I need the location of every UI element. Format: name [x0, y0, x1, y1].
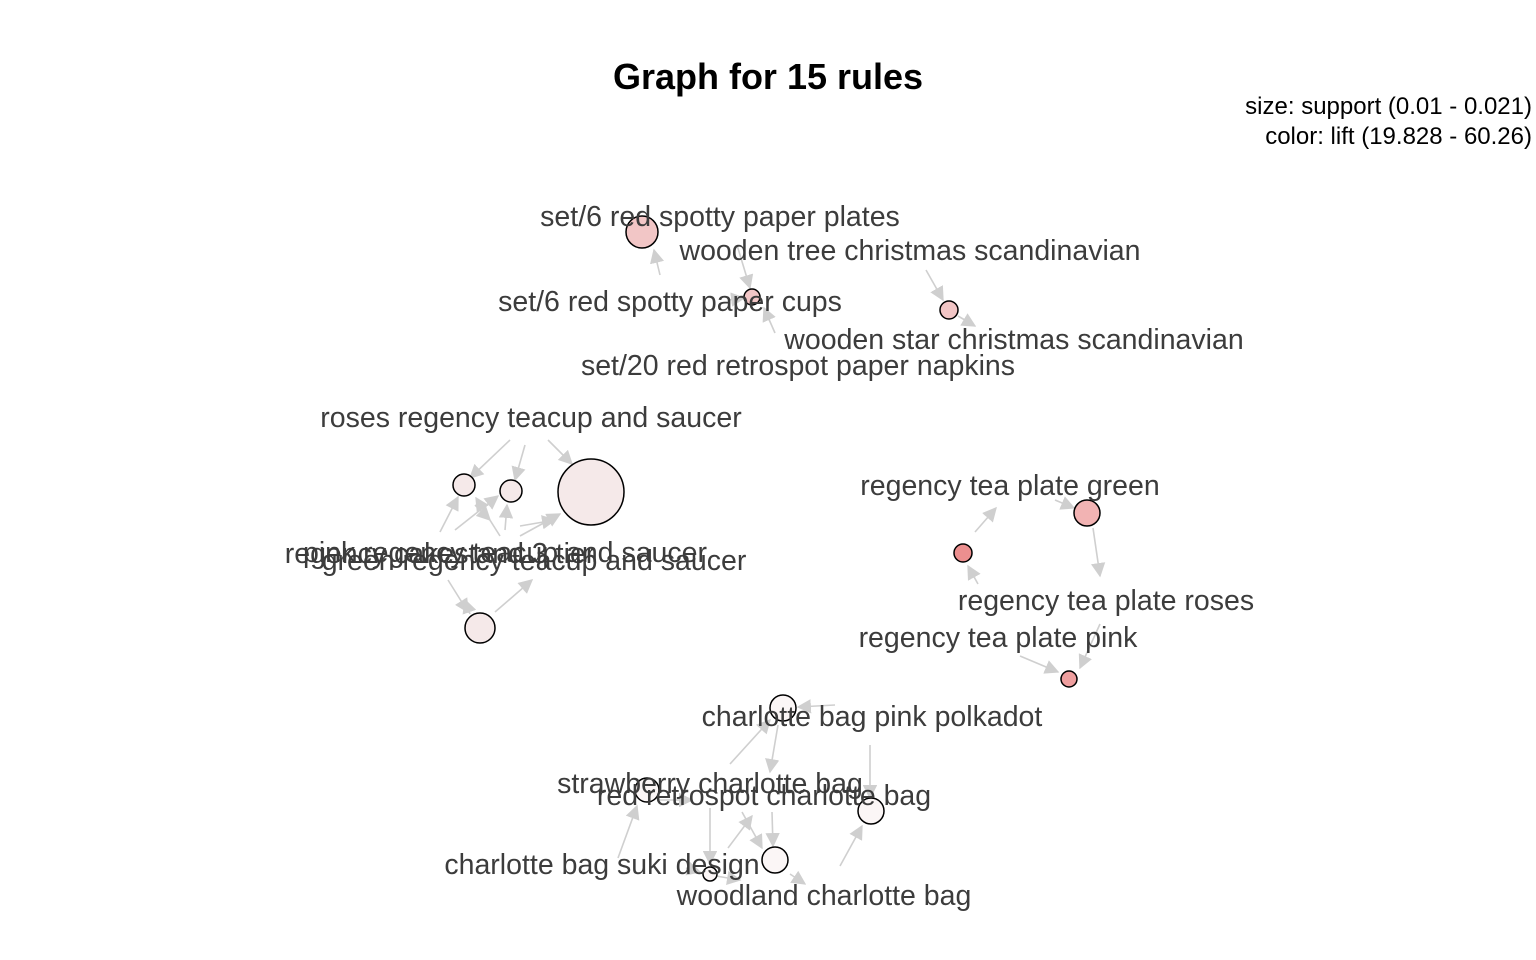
item-label: charlotte bag pink polkadot [702, 701, 1043, 733]
graph-title: Graph for 15 rules [612, 56, 924, 97]
rule-node [857, 797, 885, 825]
edges-plate-group [967, 496, 1106, 674]
item-label: red retrospot charlotte bag [597, 780, 931, 812]
item-label: set/20 red retrospot paper napkins [581, 350, 1015, 382]
legend-color: color: lift (19.828 - 60.26) [1265, 123, 1532, 150]
item-label: regency cakestand 3 tier [285, 538, 596, 570]
item-label: charlotte bag suki design [444, 849, 759, 881]
rule-node [743, 288, 761, 306]
item-label: wooden tree christmas scandinavian [679, 235, 1141, 267]
edges-christmas-group [925, 269, 977, 327]
item-label: regency tea plate pink [859, 622, 1139, 654]
rule-node [761, 846, 789, 874]
rule-node [702, 866, 718, 882]
edges-paper-group [650, 244, 776, 334]
item-labels: set/6 red spotty paper plates wooden tre… [285, 201, 1254, 912]
rule-node [1073, 499, 1101, 527]
item-label: woodland charlotte bag [676, 880, 972, 912]
rule-nodes [452, 215, 1101, 882]
edges-teacup-group [439, 439, 574, 615]
item-label: set/6 red spotty paper plates [540, 201, 900, 233]
rule-node [1060, 670, 1078, 688]
rule-node [939, 300, 959, 320]
legend-size: size: support (0.01 - 0.021) [1245, 93, 1532, 120]
rule-node [634, 777, 660, 803]
item-label: green regency teacup and saucer [322, 545, 747, 577]
rule-node [452, 473, 476, 497]
rule-node [769, 694, 797, 722]
rule-node [464, 612, 496, 644]
edges-charlotte-group [617, 699, 878, 885]
item-label: pink regency teacup and saucer [303, 537, 708, 569]
item-label: roses regency teacup and saucer [320, 402, 742, 434]
item-label: set/6 red spotty paper cups [498, 286, 842, 318]
item-label: wooden star christmas scandinavian [783, 324, 1243, 356]
rule-node [625, 215, 659, 249]
item-label: strawberry charlotte bag [557, 768, 863, 800]
rule-node [953, 543, 973, 563]
rule-node [557, 458, 625, 526]
item-label: regency tea plate roses [958, 585, 1254, 617]
rule-node [499, 479, 523, 503]
legend: size: support (0.01 - 0.021) color: lift… [1245, 92, 1532, 152]
item-label: regency tea plate green [860, 470, 1159, 502]
